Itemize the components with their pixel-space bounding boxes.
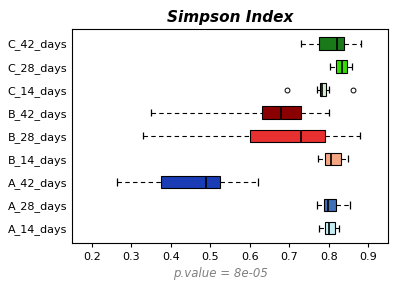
Bar (250, 130, 325, 142)
Bar (336, 60, 347, 73)
Title: Simpson Index: Simpson Index (167, 10, 293, 25)
Bar (324, 199, 336, 211)
Bar (262, 106, 301, 119)
Text: p.value = 8e-05: p.value = 8e-05 (172, 267, 268, 280)
Bar (161, 176, 220, 188)
Bar (325, 222, 335, 235)
Bar (325, 152, 340, 165)
Bar (319, 37, 344, 50)
Bar (320, 84, 326, 96)
